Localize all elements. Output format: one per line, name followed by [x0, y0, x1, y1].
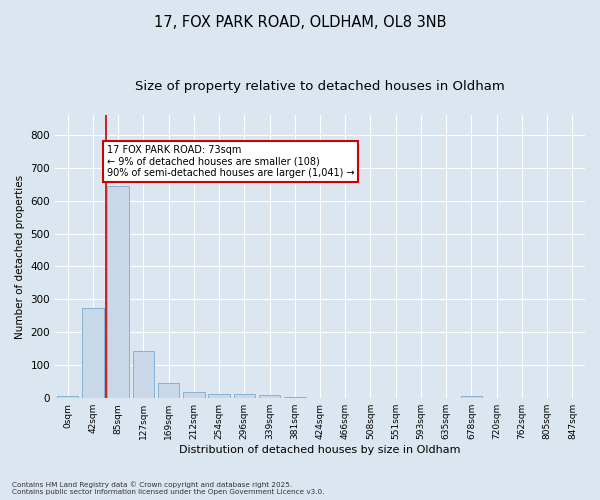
Text: Contains HM Land Registry data © Crown copyright and database right 2025.
Contai: Contains HM Land Registry data © Crown c…: [12, 482, 325, 495]
Bar: [284, 397, 305, 398]
Title: Size of property relative to detached houses in Oldham: Size of property relative to detached ho…: [135, 80, 505, 93]
Text: 17 FOX PARK ROAD: 73sqm
← 9% of detached houses are smaller (108)
90% of semi-de: 17 FOX PARK ROAD: 73sqm ← 9% of detached…: [107, 144, 355, 178]
Text: 17, FOX PARK ROAD, OLDHAM, OL8 3NB: 17, FOX PARK ROAD, OLDHAM, OL8 3NB: [154, 15, 446, 30]
Bar: [158, 383, 179, 398]
Bar: [107, 186, 129, 398]
Bar: [183, 392, 205, 398]
Bar: [208, 394, 230, 398]
Bar: [82, 308, 104, 398]
Bar: [133, 351, 154, 398]
Bar: [57, 396, 79, 398]
X-axis label: Distribution of detached houses by size in Oldham: Distribution of detached houses by size …: [179, 445, 461, 455]
Bar: [233, 394, 255, 398]
Bar: [461, 396, 482, 398]
Y-axis label: Number of detached properties: Number of detached properties: [15, 174, 25, 338]
Bar: [259, 395, 280, 398]
